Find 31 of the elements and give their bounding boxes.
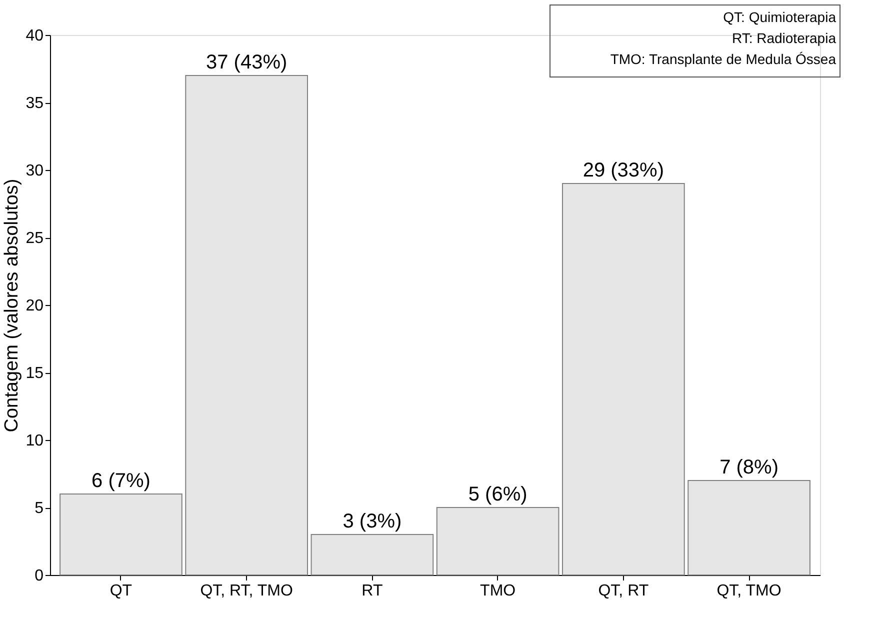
data-label: 37 (43%) [206,52,288,74]
y-tick-label: 20 [26,298,44,314]
y-tick-label: 30 [26,162,44,180]
y-tick-label: 15 [26,365,44,382]
x-tick-label: TMO [480,582,516,600]
annotation: RT: Radioterapia [732,30,836,46]
annotation: TMO: Transplante de Medula Óssea [610,51,836,67]
bar [436,507,560,576]
data-label: 7 (8%) [720,456,778,478]
x-tick-label: QT, RT [598,582,649,600]
y-tick-label: 40 [26,28,44,44]
text: QT: Quimioterapia [723,9,836,25]
bar [562,183,685,576]
y-tick-label: 35 [26,95,44,112]
data-label: 29 (33%) [582,160,664,182]
y-tick-label: 0 [34,568,44,584]
bar [688,480,810,576]
bar [60,494,182,576]
x-tick-label: QT, RT, TMO [200,582,293,600]
bar [185,75,308,576]
data-label: 5 (6%) [468,484,528,506]
x-tick-label: QT, TMO [716,582,782,600]
y-tick-label: 10 [26,432,44,450]
y-tick-label: 25 [26,230,44,247]
data-label: 6 (7%) [92,470,150,492]
x-tick-label: RT [362,582,383,600]
bar [310,534,434,576]
data-label: 3 (3%) [342,510,402,532]
x-tick-label: QT [110,582,132,600]
y-axis-title: Contagem (valores absolutos) [2,178,23,432]
y-tick-label: 5 [34,500,44,517]
